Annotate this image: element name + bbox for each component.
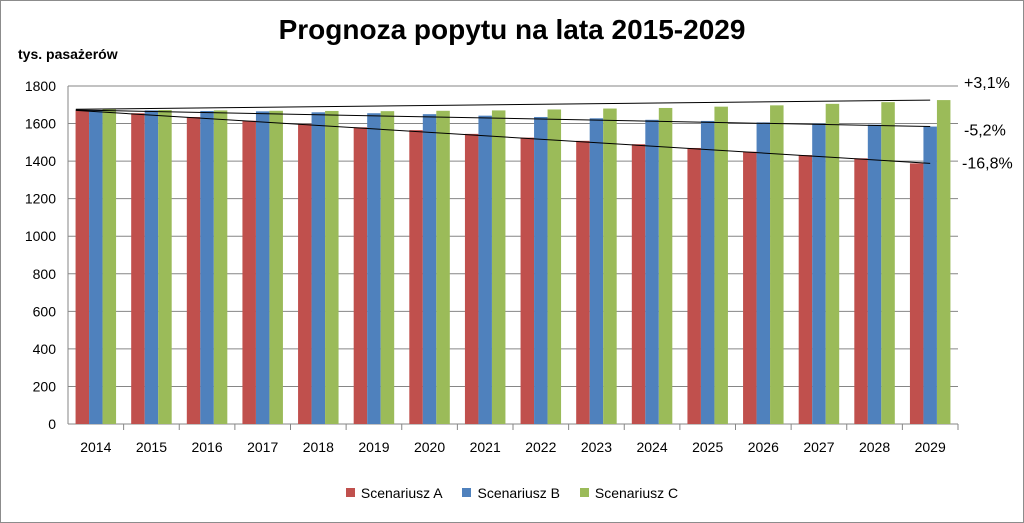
trendline-c (75, 99, 931, 110)
x-tick-label: 2026 (748, 439, 779, 455)
legend-swatch-a (345, 488, 355, 497)
trend-annotation: +3,1% (964, 75, 1010, 92)
bar-c (825, 103, 840, 424)
bar-c (269, 110, 283, 424)
y-tick-label: 0 (48, 416, 56, 432)
y-tick-label: 1200 (25, 191, 56, 207)
bar-c (325, 110, 339, 425)
x-tick-label: 2024 (636, 439, 667, 455)
bar-a (409, 130, 423, 424)
bar-a (242, 120, 256, 424)
bar-a (75, 110, 90, 425)
bar-b (534, 116, 548, 424)
bar-c (380, 111, 395, 424)
legend-label-b: Scenariusz B (477, 484, 560, 501)
legend: Scenariusz A Scenariusz B Scenariusz C (0, 484, 1024, 501)
bar-b (367, 113, 381, 424)
x-tick-label: 2019 (358, 439, 389, 455)
bar-c (714, 106, 728, 425)
y-tick-label: 1600 (25, 116, 56, 132)
x-tick-label: 2014 (80, 439, 111, 455)
trend-annotation: -16,8% (962, 155, 1013, 172)
bar-c (658, 107, 673, 424)
x-tick-label: 2017 (247, 439, 278, 455)
bar-b (589, 118, 604, 424)
bar-a (353, 127, 368, 425)
x-tick-label: 2028 (859, 439, 890, 455)
bar-b (422, 114, 437, 425)
bar-c (213, 110, 228, 425)
bar-a (909, 163, 924, 424)
bar-b (812, 123, 826, 425)
bar-b (200, 110, 214, 425)
legend-item-b: Scenariusz B (462, 484, 560, 501)
x-tick-label: 2029 (915, 439, 946, 455)
y-tick-label: 1400 (25, 153, 56, 169)
bar-b (311, 112, 326, 425)
bar-c (547, 109, 562, 424)
x-tick-label: 2015 (136, 439, 167, 455)
bar-a (687, 147, 701, 424)
y-tick-label: 200 (33, 378, 57, 394)
bar-c (936, 100, 951, 424)
bar-a (520, 137, 535, 424)
bar-b (645, 119, 659, 425)
y-tick-label: 1800 (25, 78, 56, 94)
bar-a (131, 113, 145, 424)
bar-b (144, 110, 159, 425)
bar-a (464, 133, 479, 424)
trendline-b (75, 109, 931, 128)
bar-b (478, 115, 492, 425)
bar-c (770, 105, 784, 424)
bar-c (102, 109, 117, 424)
legend-item-a: Scenariusz A (345, 484, 443, 501)
bar-a (186, 116, 201, 424)
bar-b (923, 126, 937, 424)
chart-title: Prognoza popytu na lata 2015-2029 (278, 14, 746, 45)
bar-b (255, 111, 270, 424)
y-tick-label: 600 (33, 303, 57, 319)
bar-c (436, 110, 450, 424)
bar-b (867, 124, 882, 424)
bar-c (158, 110, 172, 424)
bar-c (603, 108, 617, 425)
x-tick-label: 2020 (414, 439, 445, 455)
y-tick-label: 800 (33, 266, 57, 282)
x-tick-label: 2022 (525, 439, 556, 455)
x-tick-label: 2027 (803, 439, 834, 455)
x-tick-label: 2018 (303, 439, 334, 455)
y-axis-label: tys. pasażerów (18, 46, 118, 62)
bar-c (881, 102, 895, 424)
bar-b (756, 122, 771, 424)
x-tick-label: 2016 (191, 439, 222, 455)
trend-annotation: -5,2% (964, 123, 1006, 140)
bar-b (89, 110, 103, 424)
bar-a (631, 144, 646, 424)
trendline-a (75, 109, 931, 164)
x-tick-label: 2025 (692, 439, 723, 455)
bar-a (743, 151, 757, 424)
x-tick-label: 2023 (581, 439, 612, 455)
bar-a (798, 155, 813, 424)
bar-a (854, 158, 868, 425)
y-tick-label: 400 (33, 341, 57, 357)
legend-swatch-c (579, 488, 589, 497)
legend-item-c: Scenariusz C (579, 484, 679, 501)
legend-label-c: Scenariusz C (594, 484, 679, 501)
y-tick-label: 1000 (25, 228, 56, 244)
bar-b (700, 120, 715, 424)
bar-c (491, 110, 506, 425)
bar-a (576, 140, 590, 424)
x-tick-label: 2021 (470, 439, 501, 455)
legend-swatch-b (462, 488, 472, 497)
legend-label-a: Scenariusz A (360, 484, 443, 501)
bar-a (298, 123, 312, 424)
